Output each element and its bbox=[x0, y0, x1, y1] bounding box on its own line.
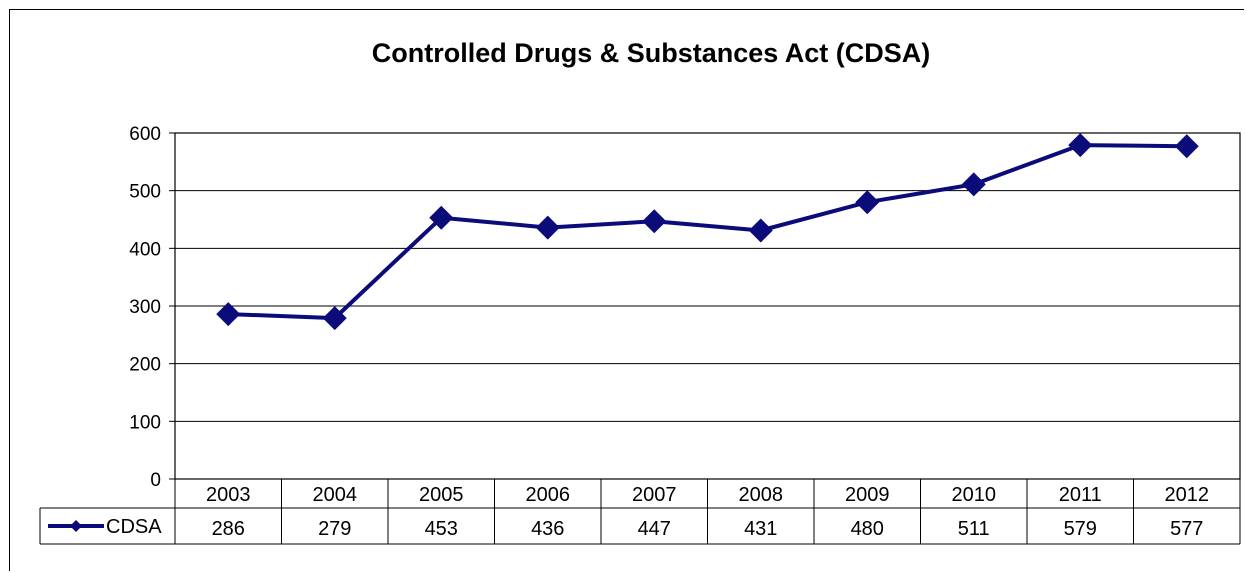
table-value-cell: 480 bbox=[851, 518, 884, 540]
table-value-cell: 286 bbox=[212, 518, 245, 540]
series-line-CDSA bbox=[228, 143, 1187, 321]
data-point-marker bbox=[748, 218, 773, 243]
chart-title: Controlled Drugs & Substances Act (CDSA) bbox=[371, 38, 931, 68]
table-value-cell: 447 bbox=[638, 518, 671, 540]
data-point-marker bbox=[535, 215, 560, 240]
data-point-marker bbox=[322, 306, 347, 331]
table-value-cell: 279 bbox=[318, 518, 351, 540]
data-point-marker bbox=[642, 209, 667, 234]
data-point-marker bbox=[1174, 134, 1199, 159]
data-point-marker bbox=[216, 302, 241, 327]
legend-marker-swatch bbox=[70, 520, 82, 532]
x-category-label: 2008 bbox=[739, 484, 784, 506]
table-value-cell: 431 bbox=[744, 518, 777, 540]
x-category-label: 2011 bbox=[1059, 484, 1102, 506]
y-tick-label: 600 bbox=[129, 124, 161, 145]
x-category-label: 2007 bbox=[632, 484, 677, 506]
legend-series-label: CDSA bbox=[106, 516, 162, 538]
x-category-label: 2003 bbox=[206, 484, 251, 506]
x-category-label: 2009 bbox=[845, 484, 890, 506]
y-tick-label: 200 bbox=[129, 355, 161, 376]
table-value-cell: 453 bbox=[425, 518, 458, 540]
x-category-label: 2006 bbox=[526, 484, 571, 506]
table-value-cell: 436 bbox=[531, 518, 564, 540]
x-category-label: 2004 bbox=[313, 484, 358, 506]
table-value-cell: 577 bbox=[1170, 518, 1203, 540]
y-tick-label: 0 bbox=[150, 470, 161, 491]
y-tick-label: 400 bbox=[129, 239, 161, 260]
y-tick-label: 500 bbox=[129, 182, 161, 203]
x-category-label: 2012 bbox=[1165, 484, 1210, 506]
table-value-cell: 579 bbox=[1064, 518, 1097, 540]
x-category-label: 2005 bbox=[419, 484, 464, 506]
data-point-marker bbox=[1068, 133, 1093, 158]
table-value-cell: 511 bbox=[958, 518, 990, 540]
data-point-marker bbox=[429, 205, 454, 230]
data-point-marker bbox=[855, 190, 880, 215]
x-category-label: 2010 bbox=[952, 484, 997, 506]
y-tick-label: 100 bbox=[129, 412, 161, 433]
y-tick-label: 300 bbox=[129, 297, 161, 318]
chart-frame bbox=[9, 9, 1244, 571]
data-point-marker bbox=[961, 172, 986, 197]
